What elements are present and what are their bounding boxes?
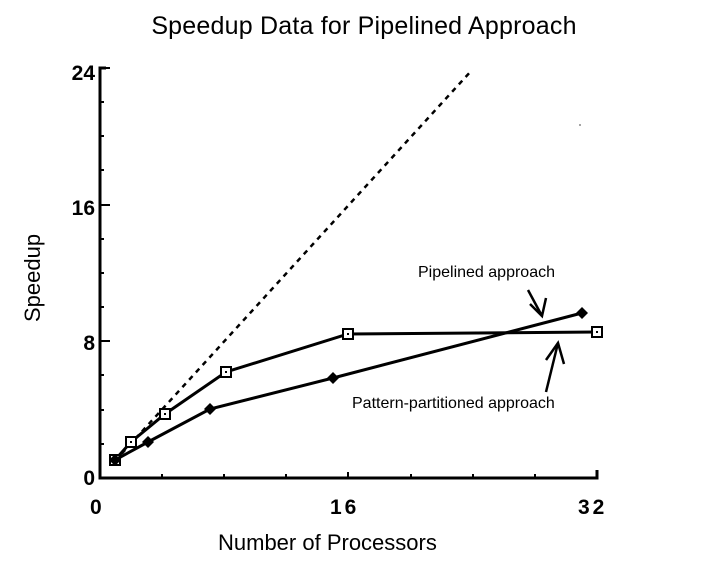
x-ticks [161, 472, 536, 478]
annotation-pipelined: Pipelined approach [418, 264, 555, 281]
series-pattern-partitioned-markers [109, 326, 603, 466]
y-ticks [100, 67, 110, 445]
x-tick-0: 0 [90, 496, 105, 519]
chart-title: Speedup Data for Pipelined Approach [151, 12, 577, 40]
arrow-pipelined [526, 289, 548, 319]
arrow-pattern-partitioned [544, 340, 566, 393]
axes [98, 66, 599, 480]
series-pattern-partitioned-marker-dots [114, 331, 598, 461]
scan-speck [579, 124, 581, 126]
y-tick-24: 24 [71, 62, 95, 85]
annotation-pattern-partitioned: Pattern-partitioned approach [352, 395, 555, 412]
series-ideal-line [114, 69, 473, 462]
x-tick-32: 32 [578, 496, 608, 519]
axis-frame [98, 66, 599, 480]
y-tick-16: 16 [71, 197, 95, 220]
x-tick-16: 16 [330, 496, 360, 519]
x-axis-label: Number of Processors [218, 530, 437, 555]
series-pattern-partitioned-line [113, 330, 598, 461]
series-pipelined-markers [109, 307, 588, 466]
y-tick-8: 8 [83, 332, 95, 355]
y-tick-0: 0 [83, 467, 95, 490]
